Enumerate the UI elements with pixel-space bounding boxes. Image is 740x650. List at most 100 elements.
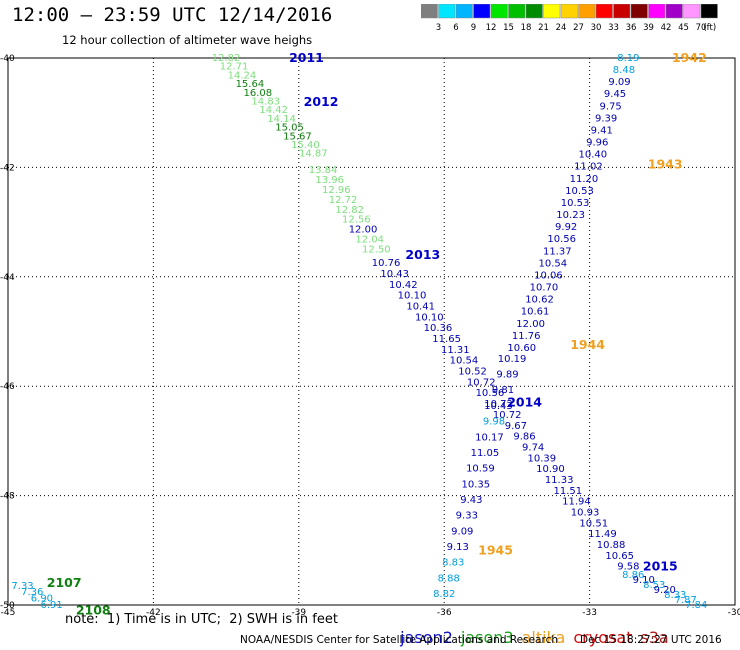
- pass-time-label: 2013: [405, 247, 440, 262]
- swh-value: 12.04: [355, 235, 384, 246]
- colorbar-label: 33: [608, 23, 619, 33]
- swh-value: 9.74: [522, 442, 544, 453]
- swh-value: 10.39: [528, 453, 557, 464]
- swh-value: 9.41: [591, 125, 613, 136]
- colorbar-label: 42: [661, 23, 672, 33]
- swh-value: 9.45: [604, 89, 626, 100]
- swh-value: 6.91: [40, 600, 62, 611]
- swh-value: 10.43: [484, 401, 513, 412]
- pass-time-label: 2014: [507, 395, 542, 410]
- legend-cryosat: cryosat: [573, 628, 633, 647]
- colorbar-label: 36: [626, 23, 637, 33]
- note-text: note: 1) Time is in UTC; 2) SWH is in fe…: [65, 612, 338, 627]
- swh-value: 10.51: [579, 518, 608, 529]
- swh-value: 12.56: [342, 215, 371, 226]
- colorbar-label: 12: [486, 23, 497, 33]
- swh-value: 10.54: [450, 356, 479, 367]
- colorbar-label: 30: [591, 23, 602, 33]
- swh-value: 14.24: [228, 70, 257, 81]
- swh-value: 12.72: [329, 195, 358, 206]
- legend-altika: altika: [521, 628, 566, 647]
- swh-value: 10.41: [406, 301, 435, 312]
- swh-value: 11.76: [512, 331, 541, 342]
- colorbar-swatch: [630, 4, 648, 19]
- footer-credit: NOAA/NESDIS Center for Satellite Applica…: [240, 634, 558, 646]
- swh-value: 9.75: [599, 101, 621, 112]
- swh-value: 10.56: [547, 234, 576, 245]
- colorbar-label: 27: [573, 23, 584, 33]
- colorbar-swatch: [508, 4, 526, 19]
- swh-value: 10.10: [415, 312, 444, 323]
- swh-value: 10.72: [493, 410, 522, 421]
- pass-time-label: 2108: [76, 602, 111, 617]
- swh-value: 7.84: [685, 600, 707, 611]
- swh-value: 8.33: [664, 590, 686, 601]
- swh-value: 12.82: [212, 53, 241, 64]
- y-tick-label: -42: [0, 163, 15, 173]
- swh-value: 11.65: [432, 334, 461, 345]
- swh-value: 7.33: [11, 581, 33, 592]
- x-tick-label: -45: [1, 608, 16, 618]
- swh-value: 8.82: [433, 589, 455, 600]
- legend-jason2: jason2: [400, 628, 453, 647]
- pass-time-label: 2012: [304, 94, 339, 109]
- colorbar-label: 3: [436, 23, 441, 33]
- swh-value: 15.67: [283, 131, 312, 142]
- swh-value: 8.86: [622, 570, 644, 581]
- pass-time-label: 1944: [570, 337, 605, 352]
- footer-timestamp: Dec 15 18:27:27 UTC 2016: [580, 634, 722, 646]
- swh-value: 15.40: [291, 140, 320, 151]
- swh-value: 11.51: [553, 486, 582, 497]
- colorbar-label: 15: [503, 23, 514, 33]
- swh-value: 10.42: [389, 280, 418, 291]
- swh-value: 9.09: [451, 526, 473, 537]
- swh-value: 9.96: [586, 138, 608, 149]
- swh-value: 12.82: [335, 205, 364, 216]
- swh-value: 10.43: [380, 269, 409, 280]
- swh-value: 10.65: [605, 551, 634, 562]
- swh-value: 9.89: [496, 370, 518, 381]
- swh-value: 10.53: [561, 198, 590, 209]
- colorbar-swatch: [595, 4, 613, 19]
- swh-value: 10.59: [466, 464, 495, 475]
- colorbar-label: 21: [538, 23, 549, 33]
- swh-value: 10.76: [372, 258, 401, 269]
- swh-value: 7.87: [675, 595, 697, 606]
- swh-value: 12.00: [516, 319, 545, 330]
- colorbar-label: 70: [696, 23, 707, 33]
- swh-value: 10.62: [525, 295, 554, 306]
- swh-value: 6.90: [31, 594, 53, 605]
- swh-value: 10.53: [565, 186, 594, 197]
- swh-value: 13.84: [309, 165, 338, 176]
- x-tick-label: -30: [728, 608, 740, 618]
- colorbar-swatch: [700, 4, 718, 19]
- colorbar-swatch: [578, 4, 596, 19]
- colorbar-swatch: [438, 4, 456, 19]
- swh-value: 10.54: [539, 258, 568, 269]
- swh-value: 9.67: [505, 421, 527, 432]
- swh-value: 10.35: [462, 479, 491, 490]
- swh-value: 9.20: [654, 585, 676, 596]
- swh-value: 11.31: [441, 345, 470, 356]
- swh-value: 10.40: [579, 150, 608, 161]
- y-tick-label: -44: [0, 273, 15, 283]
- swh-value: 13.96: [315, 175, 344, 186]
- swh-value: 10.06: [534, 270, 563, 281]
- swh-value: 10.72: [467, 377, 496, 388]
- swh-value: 14.42: [259, 105, 288, 116]
- colorbar-label: 18: [521, 23, 532, 33]
- colorbar-label: (ft): [703, 23, 716, 33]
- legend: jason2 jason3 altika cryosat s3a: [390, 609, 677, 647]
- colorbar-swatch: [490, 4, 508, 19]
- swh-value: 10.23: [556, 210, 585, 221]
- colorbar: 3 6 9 12 15 18 21 24 27 30 33 36 39 42 45 70(ft): [421, 4, 718, 33]
- colorbar-swatch: [543, 4, 561, 19]
- colorbar-swatch: [421, 4, 438, 19]
- swh-value: 15.64: [236, 79, 265, 90]
- swh-value: 10.70: [530, 283, 559, 294]
- swh-value: 14.83: [251, 97, 280, 108]
- swh-value: 10.52: [458, 367, 487, 378]
- swh-value: 14.87: [299, 149, 328, 160]
- swh-value: 10.19: [498, 354, 527, 365]
